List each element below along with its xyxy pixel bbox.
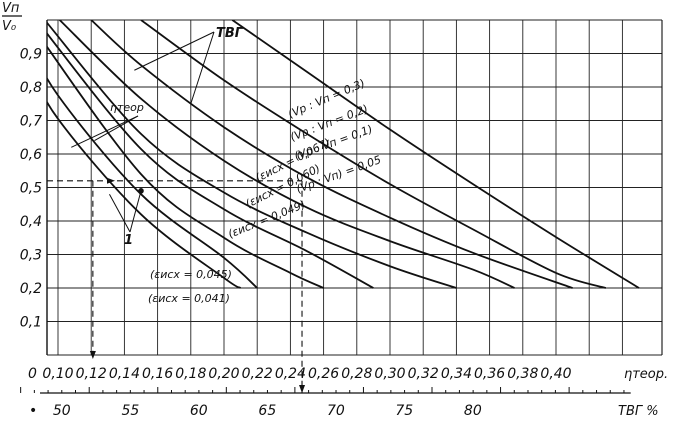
x-tick-label: 0,24	[275, 366, 306, 382]
leader-eta-2	[71, 115, 139, 148]
arrow-horizontal-icon	[107, 177, 115, 184]
series-line-6	[47, 45, 324, 289]
x-tick-label: 0,18	[175, 366, 206, 382]
y-tick-label: 0,6	[20, 147, 42, 163]
leader-one-2	[129, 190, 142, 233]
x-tick-label: 0,22	[242, 366, 273, 382]
x2-tick-label: 75	[395, 403, 413, 419]
label-eps-041: (εисх = 0,041)	[148, 292, 230, 305]
series-line-8	[47, 100, 242, 289]
reference-lines	[47, 31, 306, 393]
series-line-7	[47, 76, 258, 289]
x-tick-label: 0,38	[507, 366, 538, 382]
y-tick-label: 0,7	[20, 114, 42, 130]
x2-tick-label: 70	[327, 403, 345, 419]
y-tick-label: 0,5	[20, 181, 42, 197]
y-tick-label: 0,2	[20, 281, 42, 297]
leader-tvg-2	[190, 31, 215, 104]
grid	[47, 19, 662, 356]
series-line-3	[59, 20, 515, 289]
x-tick-label: 0,40	[540, 366, 571, 382]
arrow-eta-icon	[89, 351, 96, 359]
leader-one-1	[109, 193, 131, 233]
series-line-4	[47, 21, 457, 289]
labels-group: 0,10,20,30,40,50,60,70,80,90,10 0,12 0,14 0…	[20, 47, 572, 420]
y-axis-label-bottom: V₀	[2, 19, 17, 34]
x2-tick-label: 50	[53, 403, 71, 419]
x-tick-label: 0,20	[208, 366, 239, 382]
x-tick-label: 0,28	[341, 366, 372, 382]
label-eps-049: (εисх = 0,049)	[226, 198, 307, 241]
x2-axis-label: ТВГ %	[618, 404, 659, 419]
x2-tick-label: 60	[190, 403, 208, 419]
x2-tick-label: •	[29, 403, 37, 419]
leader-tvg-1	[134, 31, 215, 71]
series-line-5	[47, 32, 374, 289]
leader-eta-1	[94, 115, 139, 142]
y-tick-label: 0,1	[20, 315, 42, 331]
x-tick-label: 0,34	[441, 366, 472, 382]
y-axis-label-top: Vп	[2, 1, 20, 16]
y-tick-label: 0,9	[20, 47, 42, 63]
x-tick-label: 0,16	[142, 366, 173, 382]
y-tick-label: 0,4	[20, 214, 42, 230]
series-line-1	[140, 20, 607, 289]
x2-tick-label: 80	[464, 403, 482, 419]
x2-tick-label: 55	[121, 403, 139, 419]
x-tick-label: 0,36	[474, 366, 505, 382]
label-eps-045: (εисх = 0,045)	[150, 268, 232, 281]
y-tick-label: 0,8	[20, 80, 42, 96]
annotation-tvg: ТВГ	[216, 26, 244, 41]
x-tick-label: 0,30	[374, 366, 405, 382]
annotation-eta-teor: ηтеор	[110, 101, 144, 114]
annotation-one: 1	[124, 233, 133, 248]
x-tick-label: 0,12	[76, 366, 107, 382]
y-tick-label: 0,3	[20, 248, 42, 264]
origin-label: 0	[28, 366, 37, 382]
x-tick-label: 0,10	[42, 366, 73, 382]
x2-tick-label: 65	[258, 403, 276, 419]
x-tick-label: 0,32	[408, 366, 439, 382]
x-axis-label: ηтеор.	[624, 367, 668, 382]
x-tick-label: 0,14	[109, 366, 140, 382]
arrow-tvg-icon	[299, 385, 306, 393]
axes	[20, 20, 663, 394]
series-line-0	[231, 20, 640, 289]
x-tick-label: 0,26	[308, 366, 339, 382]
